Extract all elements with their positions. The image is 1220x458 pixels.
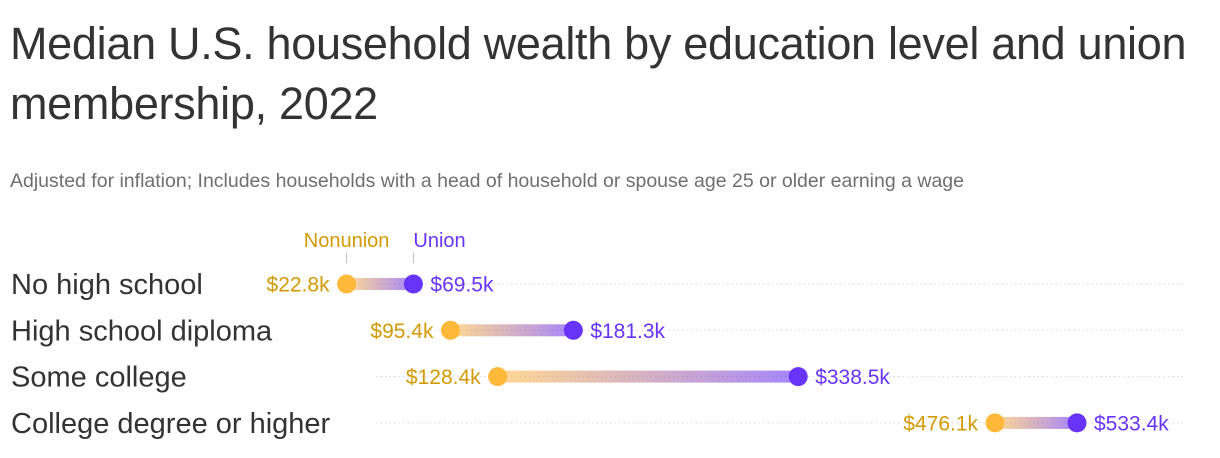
range-bar: [346, 278, 414, 290]
chart-rows: No high school $22.8k $69.5k High school di…: [11, 269, 1186, 440]
category-label: No high school: [11, 269, 203, 301]
union-value-label: $338.5k: [815, 366, 890, 389]
nonunion-dot: [337, 274, 357, 294]
chart-row: High school diploma $95.4k $181.3k: [11, 315, 1186, 347]
category-label: High school diploma: [11, 315, 273, 347]
nonunion-dot: [440, 320, 460, 340]
range-bar: [450, 324, 574, 337]
legend: Nonunion Union: [304, 230, 466, 263]
category-label: College degree or higher: [11, 408, 331, 440]
union-dot: [403, 274, 423, 294]
union-dot: [1067, 413, 1087, 433]
union-dot: [563, 320, 583, 340]
category-label: Some college: [11, 362, 187, 394]
union-value-label: $181.3k: [590, 320, 665, 343]
chart-subtitle: Adjusted for inflation; Includes househo…: [10, 170, 964, 192]
nonunion-value-label: $128.4k: [406, 366, 481, 389]
chart-row: No high school $22.8k $69.5k: [11, 269, 1186, 301]
chart-row: College degree or higher $476.1k $533.4k: [11, 408, 1186, 440]
chart-row: Some college $128.4k $338.5k: [11, 362, 1186, 394]
legend-nonunion-label: Nonunion: [304, 230, 390, 252]
nonunion-dot: [488, 367, 508, 387]
union-dot: [788, 367, 808, 387]
nonunion-value-label: $95.4k: [370, 320, 434, 343]
union-value-label: $69.5k: [430, 274, 494, 297]
range-bar: [995, 416, 1077, 429]
chart-title: Median U.S. household wealth by educatio…: [10, 18, 1187, 129]
nonunion-dot: [985, 413, 1005, 433]
nonunion-value-label: $22.8k: [267, 274, 331, 297]
legend-union-label: Union: [413, 230, 465, 252]
range-bar: [497, 370, 799, 383]
nonunion-value-label: $476.1k: [903, 412, 978, 435]
union-value-label: $533.4k: [1094, 412, 1169, 435]
